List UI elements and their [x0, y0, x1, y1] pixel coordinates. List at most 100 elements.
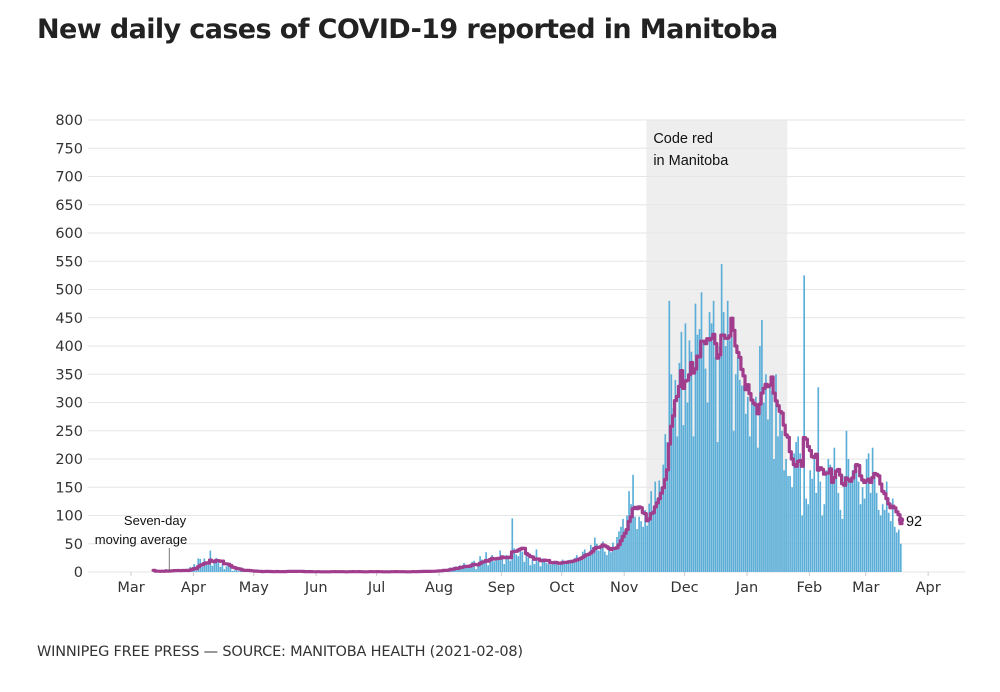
- daily-case-bar: [843, 475, 846, 572]
- y-tick-label: 800: [55, 113, 83, 129]
- daily-case-bar: [475, 569, 477, 572]
- daily-case-bar: [700, 292, 703, 572]
- daily-case-bar: [487, 565, 489, 572]
- daily-case-bar: [746, 396, 749, 572]
- daily-case-bar: [734, 374, 737, 572]
- daily-case-bar: [495, 557, 498, 572]
- daily-case-bar: [219, 566, 222, 572]
- daily-case-bar: [555, 560, 558, 572]
- daily-case-bar: [565, 561, 568, 572]
- daily-case-bar: [664, 434, 667, 572]
- daily-case-bar: [573, 557, 576, 572]
- daily-case-bar: [553, 563, 556, 572]
- y-tick-label: 0: [74, 565, 83, 581]
- daily-case-bar: [821, 515, 824, 572]
- daily-case-bar: [716, 442, 719, 572]
- y-tick-label: 100: [55, 509, 83, 525]
- daily-case-bar: [481, 559, 483, 572]
- daily-case-bar: [606, 555, 608, 572]
- daily-case-bar: [585, 553, 588, 572]
- y-tick-label: 450: [55, 311, 83, 327]
- daily-case-bar: [616, 536, 618, 572]
- daily-case-bar: [577, 558, 580, 572]
- daily-case-bar: [612, 542, 614, 572]
- daily-case-bar: [859, 504, 862, 572]
- daily-case-bar: [829, 464, 832, 572]
- y-tick-label: 650: [55, 198, 83, 214]
- x-tick-label: Mar: [117, 580, 144, 596]
- daily-case-bar: [678, 362, 681, 572]
- daily-case-bar: [503, 564, 506, 572]
- daily-case-bar: [883, 509, 886, 572]
- y-tick-label: 50: [65, 537, 83, 553]
- daily-case-bar: [600, 548, 602, 572]
- daily-case-bar: [815, 492, 818, 572]
- daily-case-bar: [658, 480, 661, 572]
- x-tick-label: Sep: [488, 580, 515, 596]
- daily-case-bar: [469, 564, 471, 572]
- daily-case-bar: [811, 478, 814, 572]
- x-tick-label: May: [239, 580, 269, 596]
- daily-case-bar: [624, 529, 626, 572]
- daily-case-bar: [839, 509, 842, 572]
- daily-case-bar: [575, 555, 578, 572]
- daily-case-bar: [710, 323, 713, 572]
- daily-case-bar: [759, 346, 761, 572]
- daily-case-bar: [523, 561, 526, 572]
- daily-case-bar: [869, 492, 872, 572]
- x-tick-label: Jan: [735, 580, 758, 596]
- daily-case-bar: [477, 564, 479, 572]
- daily-case-bar: [696, 334, 699, 572]
- daily-case-bar: [646, 525, 648, 572]
- y-tick-label: 150: [55, 480, 83, 496]
- daily-case-bar: [819, 481, 822, 572]
- daily-case-bar: [771, 391, 773, 572]
- gridlines: [88, 119, 965, 573]
- daily-case-bar: [509, 560, 512, 572]
- daily-case-bar: [579, 556, 582, 572]
- daily-case-bar: [767, 419, 769, 572]
- daily-case-bar: [225, 566, 228, 572]
- daily-case-bar: [539, 566, 542, 572]
- daily-case-bar: [871, 447, 874, 572]
- daily-case-bar: [549, 564, 552, 572]
- daily-case-bar: [581, 551, 584, 572]
- daily-case-bar: [833, 447, 836, 572]
- daily-case-bar: [773, 459, 775, 572]
- daily-case-bar: [682, 425, 685, 572]
- daily-case-bar: [559, 562, 562, 572]
- daily-case-bar: [680, 331, 683, 572]
- moving-average-line: [151, 316, 904, 574]
- daily-case-bar: [593, 537, 596, 572]
- daily-case-bar: [748, 436, 751, 572]
- y-axis-ticks: 0 50 100 150 200 250 300 350 400 450 500 550 600 650 7…: [55, 113, 83, 581]
- code-red-label-line-1: Code red: [653, 131, 713, 147]
- daily-case-bar: [895, 532, 898, 572]
- daily-case-bar: [654, 481, 657, 572]
- moving-average-label-line-2: moving average: [95, 532, 188, 547]
- daily-case-bar: [201, 566, 204, 572]
- daily-case-bar: [604, 551, 606, 572]
- source-credit: WINNIPEG FREE PRESS — SOURCE: MANITOBA H…: [37, 644, 523, 660]
- daily-case-bar: [660, 487, 663, 572]
- daily-case-bar: [863, 498, 866, 572]
- daily-case-bar: [217, 560, 220, 572]
- daily-case-bar: [195, 570, 198, 572]
- daily-case-bar: [223, 569, 226, 572]
- daily-case-bar: [531, 559, 534, 572]
- annotations: Seven-day moving average Code red in Manit…: [95, 131, 922, 571]
- daily-case-bar: [547, 564, 550, 572]
- daily-case-bar: [630, 504, 632, 572]
- daily-case-bar: [521, 551, 524, 572]
- daily-case-bar: [897, 529, 900, 572]
- daily-case-bar: [596, 543, 598, 572]
- daily-case-bar: [742, 385, 745, 572]
- daily-case-bar: [511, 518, 514, 572]
- daily-case-bar: [720, 264, 723, 572]
- daily-case-bar: [213, 562, 216, 572]
- daily-case-bar: [610, 552, 612, 572]
- daily-case-bar: [674, 379, 677, 572]
- daily-case-bar: [535, 549, 538, 572]
- daily-case-bar: [835, 470, 838, 572]
- daily-case-bar: [513, 548, 516, 572]
